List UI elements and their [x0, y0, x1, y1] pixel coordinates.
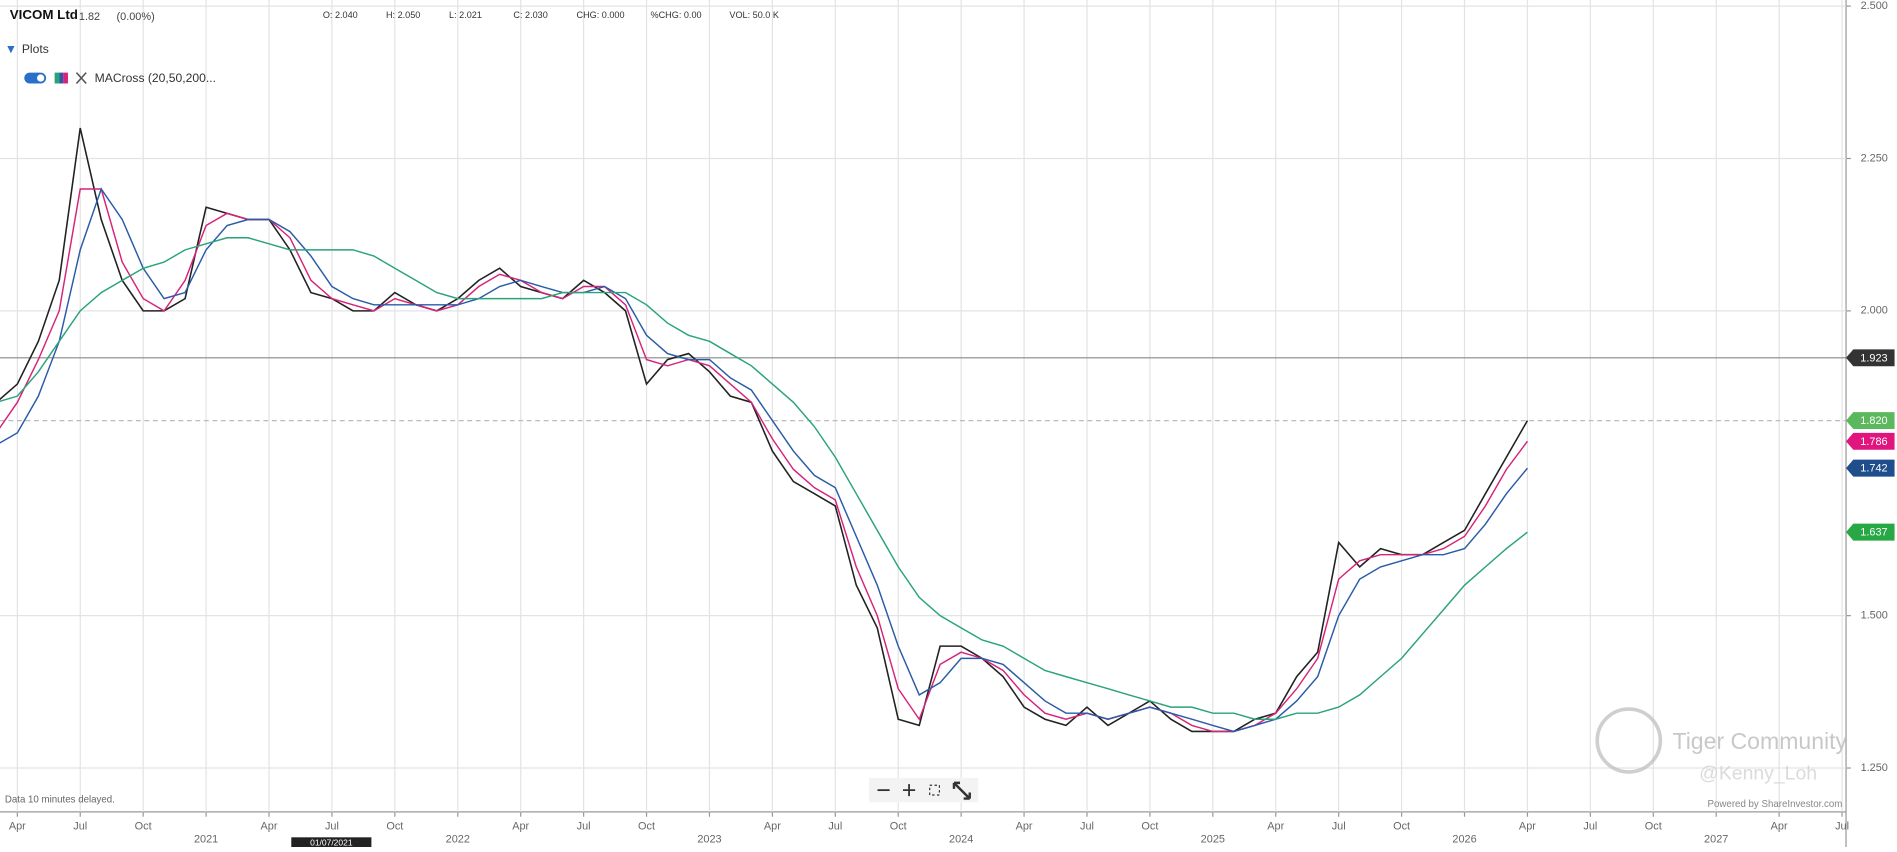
x-tick-label: Oct	[135, 820, 152, 832]
stat: CHG: 0.000	[577, 10, 625, 20]
price-tag	[1846, 459, 1895, 477]
swatch	[63, 72, 68, 84]
y-tick-label: 2.250	[1861, 152, 1888, 164]
swatch	[59, 72, 64, 84]
indicator-name: MACross (20,50,200...	[95, 71, 216, 85]
x-tick-label: Apr	[1267, 820, 1284, 832]
x-tick-label: Apr	[1519, 820, 1536, 832]
x-tick-label: 2024	[949, 834, 973, 846]
expand[interactable]	[952, 781, 971, 800]
series-line	[0, 187, 1528, 733]
x-tick-label: 2027	[1704, 834, 1728, 846]
stat: O: 2.040	[323, 10, 358, 20]
price-tag	[1846, 412, 1895, 430]
watermark-brand: Tiger Community	[1672, 728, 1847, 754]
powered-by: Powered by ShareInvestor.com	[1708, 799, 1843, 810]
x-tick-label: Oct	[1393, 820, 1410, 832]
x-tick-label: Oct	[890, 820, 907, 832]
collapse-arrow[interactable]	[7, 45, 15, 54]
x-tick-label: Apr	[261, 820, 278, 832]
watermark-logo	[1595, 707, 1663, 774]
x-tick-label: Jul	[325, 820, 339, 832]
x-tick-label: Oct	[638, 820, 655, 832]
toggle-knob	[37, 74, 45, 82]
plots-title: Plots	[22, 42, 49, 56]
x-tick-label: Oct	[1141, 820, 1158, 832]
price-tag-label: 1.923	[1860, 352, 1887, 364]
stock-name: VICOM Ltd	[10, 7, 78, 22]
stat: L: 2.021	[449, 10, 482, 20]
price-tag	[1846, 432, 1895, 450]
remove-icon[interactable]	[75, 72, 87, 85]
x-tick-label: Jul	[1835, 820, 1849, 832]
x-tick-label: Apr	[1016, 820, 1033, 832]
x-tick-label: Jul	[1583, 820, 1597, 832]
stat: H: 2.050	[386, 10, 420, 20]
x-tick-label: 2026	[1452, 834, 1476, 846]
x-tick-label: Jul	[828, 820, 842, 832]
y-tick-label: 2.500	[1861, 0, 1888, 12]
x-tick-label: Apr	[512, 820, 529, 832]
grid	[0, 0, 1851, 817]
series-layer	[0, 127, 1529, 733]
x-tick-label: 2022	[446, 834, 470, 846]
labels: 2.500 2.250 2.000 1.500 1.250 Apr Jul Oct 2021 Ap…	[9, 0, 1895, 846]
x-tick-label: 2023	[697, 834, 721, 846]
x-tick-label: Oct	[386, 820, 403, 832]
x-tick-label: Apr	[764, 820, 781, 832]
price-tag	[1846, 349, 1895, 367]
x-tick-label: Jul	[577, 820, 591, 832]
x-tick-label: 2021	[194, 834, 218, 846]
x-tick-label: 2025	[1201, 834, 1225, 846]
y-tick-label: 2.000	[1861, 305, 1888, 317]
stat: %CHG: 0.00	[651, 10, 702, 20]
x-tick-label: Jul	[73, 820, 87, 832]
y-tick-label: 1.250	[1861, 762, 1888, 774]
price-tag-label: 1.786	[1860, 436, 1887, 448]
price-tag-label: 1.820	[1860, 415, 1887, 427]
last-price: 1.82	[79, 11, 100, 23]
stats: O: 2.040 H: 2.050 L: 2.021 C: 2.030 CHG: 0.0…	[323, 10, 779, 20]
swatch	[54, 72, 60, 84]
x-tick-label: Apr	[9, 820, 26, 832]
fit[interactable]	[929, 784, 941, 796]
date-tag-bg	[291, 837, 372, 847]
date-tag: 01/07/2021	[310, 838, 353, 847]
price-tag-label: 1.742	[1860, 463, 1887, 475]
x-tick-label: Jul	[1080, 820, 1094, 832]
stat: C: 2.030	[513, 10, 547, 20]
price-tag-label: 1.637	[1860, 527, 1887, 539]
series-line	[0, 237, 1528, 720]
watermark-user: @Kenny_Loh	[1699, 763, 1817, 785]
zoom-in[interactable]	[902, 784, 916, 797]
price-tag	[1846, 523, 1895, 541]
change: (0.00%)	[117, 11, 155, 23]
stat: VOL: 50.0 K	[729, 10, 779, 20]
x-tick-label: Jul	[1332, 820, 1346, 832]
x-tick-label: Oct	[1645, 820, 1662, 832]
y-tick-label: 1.500	[1861, 610, 1888, 622]
x-tick-label: Apr	[1771, 820, 1788, 832]
delay-note: Data 10 minutes delayed.	[5, 794, 115, 805]
